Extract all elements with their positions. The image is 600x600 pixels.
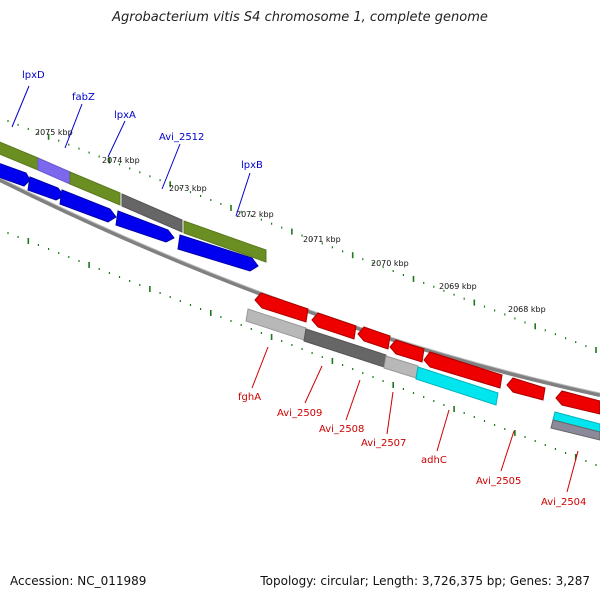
gene-arrow-lpxb[interactable] [177,234,259,272]
ruler-label: 2073 kbp [169,184,207,193]
gene-label-connectors [11,85,579,493]
connector-lpxd [11,85,30,128]
connector-avi2504 [566,450,579,493]
gene-label-fghA[interactable]: fghA [238,392,261,403]
gene-arrow-avi2507[interactable] [389,339,425,363]
cog-segment-lpxb [183,220,267,263]
cog-band-upper [0,141,267,263]
ruler-label: 2072 kbp [236,210,274,219]
ruler-label: 2070 kbp [371,259,409,268]
gene-arrow-lpxd[interactable] [0,160,31,187]
map-title: Agrobacterium vitis S4 chromosome 1, com… [112,10,488,25]
gene-arrow-avi2504[interactable] [555,390,600,415]
gene-label-avi2507[interactable]: Avi_2507 [361,438,406,449]
cog-segment-lpxa [69,171,121,206]
connector-avi2512 [161,143,181,190]
connector-lpxb [235,172,251,217]
cog-segment-avi2504-gray [550,419,600,441]
connector-avi2505 [500,430,515,472]
ruler-label: 2074 kbp [102,156,140,165]
gene-arrow-avi2505[interactable] [506,377,546,401]
connector-adhc [436,409,450,452]
gene-track-forward [0,160,259,272]
gene-arrow-fghA[interactable] [254,292,309,323]
connector-fabz [64,103,83,149]
connector-lpxa [107,120,126,158]
gene-label-lpxd[interactable]: lpxD [22,70,45,81]
cog-band-lower [245,308,600,441]
cog-segment-fabz [37,157,71,185]
gene-label-adhc[interactable]: adhC [421,455,447,466]
accession-text: Accession: NC_011989 [10,574,147,588]
gene-label-avi2504[interactable]: Avi_2504 [541,497,586,508]
gene-label-avi2509[interactable]: Avi_2509 [277,408,322,419]
gene-label-lpxb[interactable]: lpxB [241,160,263,171]
gene-arrow-adhc[interactable] [423,351,503,389]
gene-arrow-avi2512[interactable] [115,210,175,243]
gene-label-avi2505[interactable]: Avi_2505 [476,476,521,487]
ruler-label: 2075 kbp [35,128,73,137]
gene-arrow-avi2508[interactable] [357,326,391,350]
tick-marks [7,120,597,466]
connector-fghA [251,346,269,389]
gene-label-fabz[interactable]: fabZ [72,92,95,103]
gene-label-avi2512[interactable]: Avi_2512 [159,132,204,143]
connector-avi2507 [386,391,394,435]
gene-arrow-fabz[interactable] [27,176,65,201]
gene-track-reverse [254,292,600,415]
lower-gene-labels: fghA Avi_2509 Avi_2508 Avi_2507 adhC Avi… [238,392,586,508]
cog-segment-adhc [415,366,499,406]
ruler-label: 2068 kbp [508,305,546,314]
connector-avi2508 [345,379,361,421]
upper-gene-labels: lpxD fabZ lpxA Avi_2512 lpxB [22,70,263,171]
cog-segment-avi2512 [121,193,183,233]
cog-segment-avi2504-cyan [552,411,600,433]
gene-label-lpxa[interactable]: lpxA [114,110,136,121]
gene-arrow-lpxa[interactable] [59,189,117,223]
genome-summary-text: Topology: circular; Length: 3,726,375 bp… [260,574,590,588]
ruler-labels: 2075 kbp 2074 kbp 2073 kbp 2072 kbp 2071… [35,128,546,314]
gene-label-avi2508[interactable]: Avi_2508 [319,424,364,435]
gene-arrow-avi2509[interactable] [311,312,357,340]
ruler-label: 2071 kbp [303,235,341,244]
ruler-label: 2069 kbp [439,282,477,291]
connector-avi2509 [304,365,323,404]
